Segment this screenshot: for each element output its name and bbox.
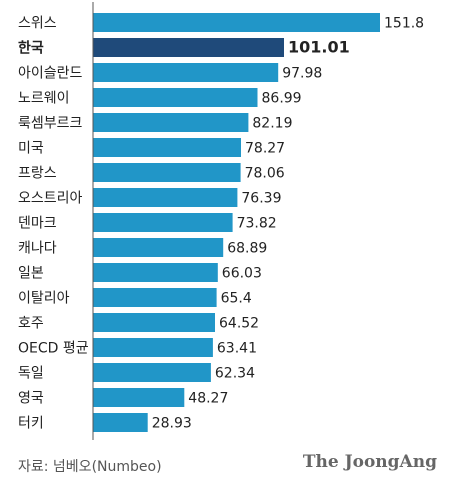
chart-container: 스위스 151.8 한국 101.01 아이슬란드 97.98 노르웨이 86.99 룩셈부르크…: [18, 2, 424, 440]
bar-13: [93, 338, 213, 357]
bar-12: [93, 313, 215, 332]
bar-7: [93, 188, 238, 207]
bar-14: [93, 363, 211, 382]
value-label-8: 73.82: [237, 216, 277, 232]
category-label-12: 호주: [18, 316, 44, 332]
bar-4: [93, 113, 249, 132]
category-label-0: 스위스: [18, 16, 57, 32]
value-label-7: 76.39: [241, 191, 281, 207]
category-label-3: 노르웨이: [18, 91, 70, 107]
value-label-12: 64.52: [219, 316, 259, 332]
publisher-logo: The JoongAng: [302, 452, 437, 472]
category-label-6: 프랑스: [18, 166, 57, 182]
category-label-11: 이탈리아: [18, 291, 70, 307]
category-label-2: 아이슬란드: [18, 66, 83, 82]
source-note: 자료: 넘베오(Numbeo): [18, 459, 162, 475]
bar-16: [93, 413, 148, 432]
category-label-8: 덴마크: [18, 216, 57, 232]
bar-1: [93, 38, 284, 57]
bar-8: [93, 213, 233, 232]
value-label-10: 66.03: [222, 266, 262, 282]
category-label-7: 오스트리아: [18, 191, 83, 207]
value-label-1: 101.01: [288, 38, 350, 57]
value-label-4: 82.19: [252, 116, 292, 132]
bar-5: [93, 138, 241, 157]
bar-15: [93, 388, 185, 407]
bar-6: [93, 163, 241, 182]
value-label-11: 65.4: [221, 291, 252, 307]
value-label-3: 86.99: [262, 91, 302, 107]
bar-0: [93, 13, 380, 32]
value-label-6: 78.06: [245, 166, 285, 182]
bar-2: [93, 63, 279, 82]
value-label-5: 78.27: [245, 141, 285, 157]
category-label-14: 독일: [18, 366, 44, 382]
category-label-16: 터키: [18, 416, 44, 432]
category-label-9: 캐나다: [18, 241, 57, 257]
bar-chart: 스위스 151.8 한국 101.01 아이슬란드 97.98 노르웨이 86.99 룩셈부르크…: [18, 2, 424, 440]
value-label-14: 62.34: [215, 366, 255, 382]
bar-10: [93, 263, 218, 282]
value-label-9: 68.89: [227, 241, 267, 257]
bar-3: [93, 88, 258, 107]
value-label-13: 63.41: [217, 341, 257, 357]
category-label-15: 영국: [18, 391, 44, 407]
category-label-4: 룩셈부르크: [18, 116, 83, 132]
value-label-0: 151.8: [384, 16, 424, 32]
value-label-15: 48.27: [188, 391, 228, 407]
category-label-5: 미국: [18, 141, 44, 157]
bar-9: [93, 238, 224, 257]
category-label-10: 일본: [18, 266, 44, 282]
value-label-16: 28.93: [152, 416, 192, 432]
category-label-13: OECD 평균: [18, 341, 89, 357]
category-label-1: 한국: [18, 41, 44, 57]
bar-11: [93, 288, 217, 307]
value-label-2: 97.98: [282, 66, 322, 82]
chart-footer: 자료: 넘베오(Numbeo) The JoongAng: [0, 446, 455, 478]
